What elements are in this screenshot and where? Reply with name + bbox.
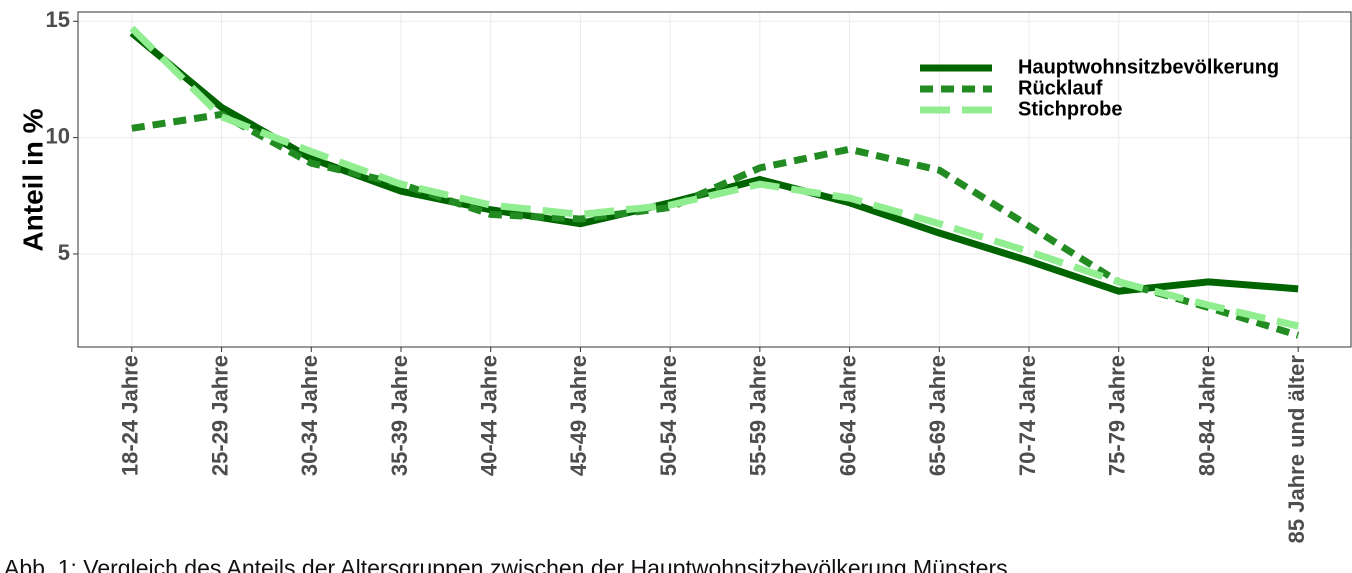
x-tick-label: 40-44 Jahre [477,355,502,476]
x-tick-label: 75-79 Jahre [1105,355,1130,476]
plot-border [77,11,1352,348]
y-tick-label: 10 [46,123,70,148]
x-tick-label: 18-24 Jahre [118,355,143,476]
caption: Abb. 1: Vergleich des Anteils der Alters… [4,555,1008,573]
legend-label: Hauptwohnsitzbevölkerung [1018,56,1279,78]
x-tick-label: 45-49 Jahre [566,355,591,476]
x-tick-label: 25-29 Jahre [207,355,232,476]
x-tick-label: 55-59 Jahre [746,355,771,476]
y-tick-label: 15 [46,7,70,32]
legend-label: Rücklauf [1018,77,1103,99]
legend-label: Stichprobe [1018,98,1122,120]
x-tick-label: 85 Jahre und älter [1284,355,1309,544]
x-tick-label: 80-84 Jahre [1194,355,1219,476]
x-tick-label: 50-54 Jahre [656,355,681,476]
x-tick-label: 35-39 Jahre [387,355,412,476]
x-tick-label: 65-69 Jahre [925,355,950,476]
y-axis-label: Anteil in % [17,108,48,251]
x-tick-label: 70-74 Jahre [1015,355,1040,476]
x-tick-label: 60-64 Jahre [835,355,860,476]
x-tick-label: 30-34 Jahre [297,355,322,476]
line [131,110,1300,339]
y-tick-label: 5 [58,240,70,265]
line [129,25,1299,330]
